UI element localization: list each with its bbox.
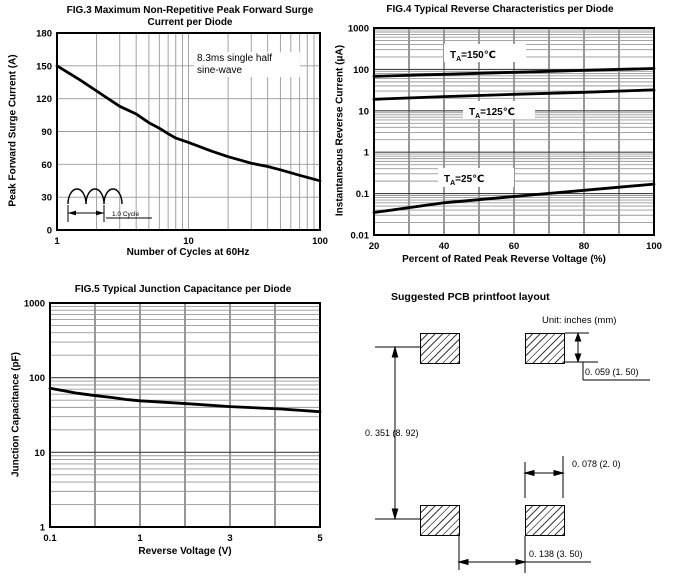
svg-text:0.01: 0.01 — [351, 231, 370, 242]
fig3-series — [55, 64, 322, 183]
svg-text:1: 1 — [137, 533, 143, 544]
svg-text:60: 60 — [509, 241, 520, 252]
svg-text:TA=25℃: TA=25℃ — [444, 174, 484, 187]
pcb-layout-panel: Suggested PCB printfoot layout Unit: inc… — [345, 270, 685, 586]
svg-text:180: 180 — [36, 29, 52, 40]
pcb-pad-bottom-right — [525, 505, 565, 536]
pcb-unit-note: Unit: inches (mm) — [542, 315, 617, 326]
svg-text:10: 10 — [34, 448, 45, 459]
fig4-y-axis-label: Instantaneous Reverse Current (μA) — [334, 44, 346, 217]
svg-text:1.0 Cycle: 1.0 Cycle — [112, 211, 139, 218]
svg-text:100: 100 — [646, 241, 662, 252]
svg-text:1: 1 — [40, 523, 46, 534]
fig5-panel: 0.1 1 3 5 1000 100 10 1 FIG.5 Typical Junction … — [0, 270, 345, 572]
svg-text:30: 30 — [41, 193, 52, 204]
svg-text:3: 3 — [227, 533, 232, 544]
svg-text:0: 0 — [47, 226, 52, 237]
pcb-pad-bottom-left — [420, 505, 460, 536]
fig4-x-axis-label: Percent of Rated Peak Reverse Voltage (%… — [402, 254, 606, 265]
fig3-title-line1: FIG.3 Maximum Non-Repetitive Peak Forwar… — [66, 5, 314, 16]
svg-text:10: 10 — [358, 106, 369, 117]
fig4-series — [372, 67, 656, 214]
svg-text:120: 120 — [36, 94, 52, 105]
pcb-pad-top-right — [525, 333, 565, 364]
svg-text:0.1: 0.1 — [356, 189, 370, 200]
fig3-chart: 1 10 100 0 30 60 90 120 150 180 1.0 Cycle — [36, 29, 328, 248]
svg-text:90: 90 — [41, 127, 52, 138]
curve-TA=125C — [372, 88, 656, 101]
svg-text:40: 40 — [439, 241, 450, 252]
svg-text:1: 1 — [54, 236, 60, 247]
fig3-note-line2: sine-wave — [197, 64, 243, 76]
fig3-plot-border — [56, 32, 321, 231]
fig5-series — [48, 386, 322, 414]
svg-text:60: 60 — [41, 160, 52, 171]
fig3-title-line2: Current per Diode — [147, 17, 233, 28]
pcb-pad-top-left — [420, 333, 460, 364]
fig3-y-axis-label: Peak Forward Surge Current (A) — [7, 54, 19, 207]
curve-peak-forward-surge-current — [55, 64, 322, 183]
annotation-t125: TA=125℃ — [463, 101, 535, 120]
fig3-title: FIG.3 Maximum Non-Repetitive Peak Forwar… — [40, 5, 340, 29]
fig5-x-axis-label: Reverse Voltage (V) — [138, 546, 232, 557]
svg-text:TA=150℃: TA=150℃ — [450, 50, 496, 63]
svg-text:1000: 1000 — [24, 299, 45, 310]
dim-pad-gap-lines — [457, 536, 591, 573]
fig5-plot-border — [49, 302, 321, 528]
dim-pad-gap-label: 0. 138 (3. 50) — [529, 549, 583, 559]
pcb-dimension-drawing — [375, 332, 650, 573]
fig4-plot-border — [373, 27, 655, 236]
svg-text:100: 100 — [312, 236, 328, 247]
fig4-title: FIG.4 Typical Reverse Characteristics pe… — [386, 4, 614, 15]
dim-pad-width-lines — [523, 456, 565, 498]
svg-text:80: 80 — [579, 241, 590, 252]
pcb-title: Suggested PCB printfoot layout — [391, 291, 550, 303]
dim-pad-width-label: 0. 078 (2. 0) — [572, 459, 621, 469]
curve-junction-capacitance — [48, 386, 322, 414]
dim-vertical-pitch-label: 0. 351 (8. 92) — [365, 428, 419, 438]
fig4-tick-labels: 20 40 60 80 100 1000 100 10 1 0.1 0.01 — [348, 24, 662, 253]
svg-text:1000: 1000 — [348, 24, 369, 35]
fig5-y-axis-label: Junction Capacitance (pF) — [10, 352, 22, 478]
svg-text:0.1: 0.1 — [43, 533, 57, 544]
svg-text:10: 10 — [183, 236, 194, 247]
svg-text:1: 1 — [364, 148, 370, 159]
curve-TA=25C — [372, 182, 656, 214]
fig3-tick-labels: 1 10 100 0 30 60 90 120 150 180 — [36, 29, 328, 248]
svg-text:150: 150 — [36, 61, 52, 72]
fig4-chart: 20 40 60 80 100 1000 100 10 1 0.1 0.01 TA=150℃ TA=12… — [348, 24, 662, 253]
surge-waveform-inset: 1.0 Cycle — [67, 188, 152, 222]
svg-text:TA=125℃: TA=125℃ — [469, 107, 515, 120]
svg-text:20: 20 — [369, 241, 380, 252]
curve-TA=150C — [372, 67, 656, 78]
dim-vertical-pitch-lines — [375, 345, 420, 521]
fig4-panel: 20 40 60 80 100 1000 100 10 1 0.1 0.01 TA=150℃ TA=12… — [330, 0, 685, 268]
fig5-gridlines — [49, 302, 321, 528]
svg-text:5: 5 — [317, 533, 323, 544]
fig3-panel: 1 10 100 0 30 60 90 120 150 180 1.0 Cycle FIG.3 Ma… — [0, 0, 345, 268]
dim-pad-height-lines — [565, 332, 650, 381]
fig3-x-axis-label: Number of Cycles at 60Hz — [126, 247, 250, 258]
annotation-t150: TA=150℃ — [444, 44, 526, 63]
svg-text:100: 100 — [29, 373, 45, 384]
annotation-t25: TA=25℃ — [438, 168, 514, 187]
svg-text:100: 100 — [353, 65, 369, 76]
fig3-annotation-note: 8.3ms single half sine-wave — [194, 52, 300, 77]
fig3-note-line1: 8.3ms single half — [197, 53, 273, 64]
fig5-title: FIG.5 Typical Junction Capacitance per D… — [74, 284, 292, 295]
dim-pad-height-label: 0. 059 (1. 50) — [585, 367, 639, 377]
